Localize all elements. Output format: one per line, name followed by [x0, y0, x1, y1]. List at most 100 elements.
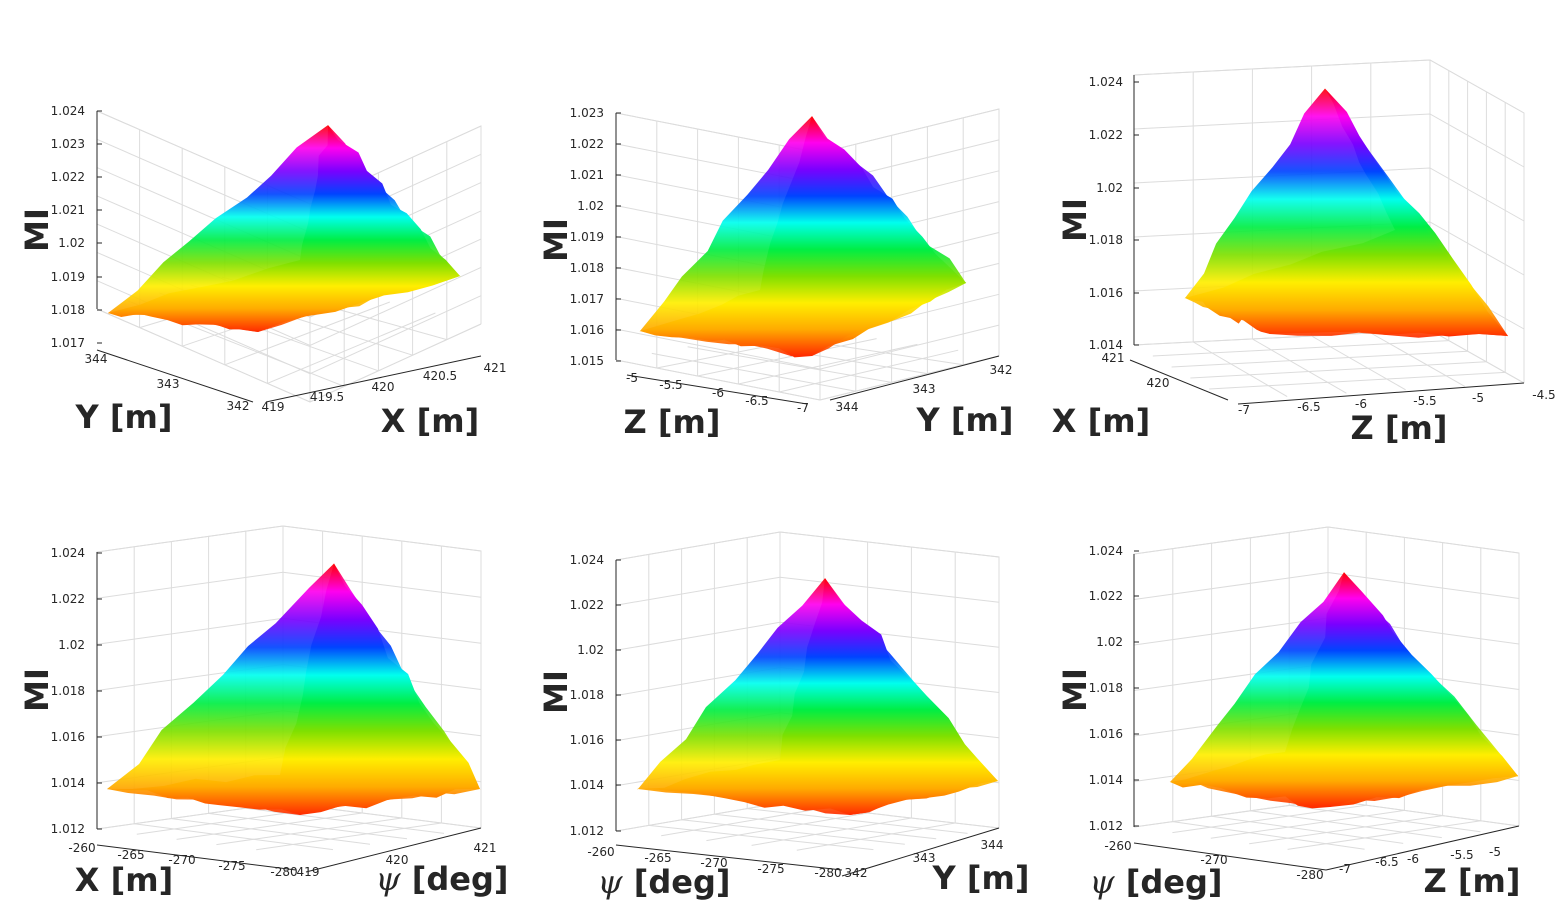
- y-tick-label: 344: [836, 400, 859, 414]
- z-tick-label: 1.014: [1089, 773, 1123, 787]
- x-tick-label: -270: [168, 853, 195, 867]
- z-tick-label: 1.022: [1089, 128, 1123, 142]
- z-axis-label: MI: [537, 218, 575, 262]
- z-tick-label: 1.021: [570, 168, 604, 182]
- z-axis-label: MI: [1056, 668, 1094, 712]
- y-tick-label: 343: [913, 382, 936, 396]
- x-tick-label: -260: [68, 841, 95, 855]
- z-tick-label: 1.02: [58, 638, 85, 652]
- y-tick-label: -5: [1489, 845, 1501, 859]
- x-tick-label: 421: [1102, 351, 1125, 365]
- axes: 1.014 1.016 1.018 1.02 1.022 1.024 421 420 -7 -6.…: [1089, 75, 1556, 417]
- subplot-4: 1.012 1.014 1.016 1.018 1.02 1.022 1.024 -260 -2…: [18, 525, 509, 899]
- z-tick-label: 1.02: [1096, 635, 1123, 649]
- axes: 1.012 1.014 1.016 1.018 1.02 1.022 1.024 -260 -2…: [570, 553, 1004, 880]
- x-axis-label: Z [m]: [624, 403, 721, 441]
- z-tick-label: 1.022: [1089, 589, 1123, 603]
- mi-surface: [1184, 88, 1508, 338]
- z-tick-label: 1.016: [1089, 286, 1123, 300]
- z-tick-label: 1.018: [1089, 681, 1123, 695]
- x-axis-label: ψ [deg]: [1090, 863, 1223, 901]
- x-tick-label: -275: [757, 862, 784, 876]
- axes: 1.017 1.018 1.019 1.02 1.021 1.022 1.023 1.024 4…: [51, 104, 507, 414]
- subplot-2: 1.015 1.016 1.017 1.018 1.019 1.02 1.021 1.022 1…: [537, 106, 1013, 441]
- y-axis-label: Z [m]: [1351, 409, 1448, 447]
- z-tick-label: 1.016: [51, 730, 85, 744]
- y-tick-label: -5.5: [1413, 394, 1436, 408]
- x-tick-label: -5.5: [659, 378, 682, 392]
- subplot-1: 1.017 1.018 1.019 1.02 1.021 1.022 1.023 1.024 4…: [18, 104, 506, 440]
- y-tick-label: -7: [1238, 403, 1250, 417]
- y-tick-label: 421: [474, 841, 497, 855]
- surface-front: [107, 563, 481, 815]
- x-axis-label: ψ [deg]: [376, 860, 509, 898]
- x-axis-label: X [m]: [1052, 402, 1150, 440]
- x-axis-label: X [m]: [381, 402, 479, 440]
- z-tick-label: 1.014: [570, 778, 604, 792]
- z-tick-label: 1.024: [51, 104, 85, 118]
- subplot-3: 1.014 1.016 1.018 1.02 1.022 1.024 421 420 -7 -6.…: [1052, 59, 1556, 447]
- z-tick-label: 1.017: [51, 336, 85, 350]
- y-axis-label: Y [m]: [932, 859, 1030, 897]
- z-axis-label: MI: [1056, 198, 1094, 242]
- y-tick-label: 342: [845, 866, 868, 880]
- mi-surface: [1169, 572, 1518, 809]
- mi-surface: [639, 116, 967, 358]
- y-tick-label: -6.5: [1297, 400, 1320, 414]
- y-tick-label: 343: [157, 377, 180, 391]
- z-tick-label: 1.024: [51, 546, 85, 560]
- x-axis-label: ψ [deg]: [598, 863, 731, 901]
- z-tick-label: 1.012: [1089, 819, 1123, 833]
- mi-surface: [108, 125, 461, 332]
- y-tick-label: 420: [386, 853, 409, 867]
- z-tick-label: 1.018: [570, 261, 604, 275]
- surface-front: [637, 578, 999, 815]
- y-tick-label: 342: [990, 363, 1013, 377]
- y-tick-label: -7: [1339, 862, 1351, 876]
- x-tick-label: -280: [270, 865, 297, 879]
- x-tick-label: -280: [1296, 868, 1323, 882]
- y-axis-label: Y [m]: [916, 401, 1014, 439]
- z-tick-label: 1.017: [570, 292, 604, 306]
- y-tick-label: 344: [85, 352, 108, 366]
- x-tick-label: -275: [218, 859, 245, 873]
- z-tick-label: 1.012: [570, 824, 604, 838]
- y-tick-label: -5.5: [1450, 848, 1473, 862]
- z-tick-label: 1.018: [51, 303, 85, 317]
- z-tick-label: 1.024: [1089, 544, 1123, 558]
- z-tick-label: 1.018: [1089, 233, 1123, 247]
- y-tick-label: -4.5: [1532, 388, 1555, 402]
- y-tick-label: 343: [913, 851, 936, 865]
- z-tick-label: 1.022: [51, 170, 85, 184]
- y-axis-label: Z [m]: [1424, 862, 1521, 900]
- z-tick-label: 1.02: [1096, 181, 1123, 195]
- y-tick-label: 342: [227, 399, 250, 413]
- z-tick-label: 1.022: [570, 598, 604, 612]
- z-tick-label: 1.023: [51, 137, 85, 151]
- x-tick-label: -265: [117, 848, 144, 862]
- z-tick-label: 1.022: [51, 592, 85, 606]
- y-axis-label: Y [m]: [75, 398, 173, 436]
- z-tick-label: 1.018: [570, 688, 604, 702]
- y-tick-label: -6.5: [1375, 855, 1398, 869]
- mi-surface: [107, 563, 481, 815]
- x-tick-label: 419: [262, 400, 285, 414]
- y-tick-label: 419: [297, 865, 320, 879]
- z-tick-label: 1.024: [570, 553, 604, 567]
- z-tick-label: 1.016: [570, 323, 604, 337]
- z-tick-label: 1.016: [1089, 727, 1123, 741]
- x-tick-label: -280: [814, 866, 841, 880]
- x-tick-label: 419.5: [310, 390, 344, 404]
- y-axis-label: X [m]: [75, 861, 173, 899]
- subplot-6: 1.012 1.014 1.016 1.018 1.02 1.022 1.024 -260 -2…: [1056, 526, 1521, 901]
- z-axis-label: MI: [537, 670, 575, 714]
- y-tick-label: -5: [1472, 391, 1484, 405]
- x-tick-label: -270: [1200, 853, 1227, 867]
- x-tick-label: -6: [712, 386, 724, 400]
- surface-front: [108, 125, 461, 332]
- z-axis-label: MI: [18, 668, 56, 712]
- x-tick-label: -270: [700, 856, 727, 870]
- z-tick-label: 1.021: [51, 203, 85, 217]
- z-tick-label: 1.02: [58, 236, 85, 250]
- z-tick-label: 1.012: [51, 822, 85, 836]
